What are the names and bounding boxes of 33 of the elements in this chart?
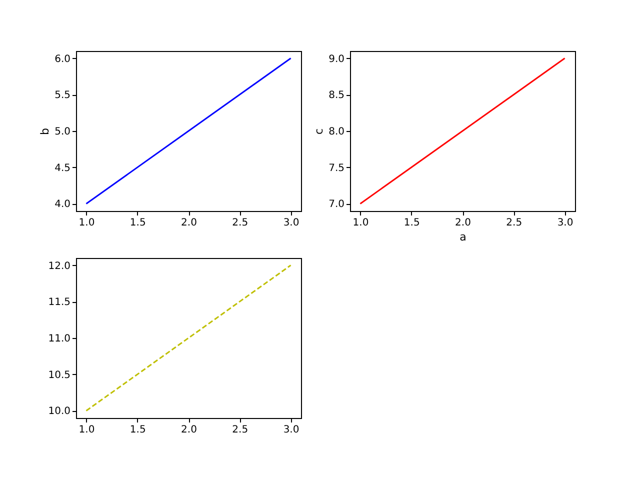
y-tick-label: 4.5 [54, 162, 70, 174]
y-tick-label: 11.0 [48, 334, 70, 344]
y-tick-label: 12.0 [48, 260, 70, 272]
y-tick-label: 5.0 [54, 126, 70, 138]
y-tick-label: 7.5 [328, 162, 344, 174]
x-axis-title: a [460, 230, 466, 244]
y-axis-title: b [38, 128, 52, 135]
x-tick-label: 2.5 [506, 218, 522, 228]
y-tick-label: 8.5 [328, 90, 344, 102]
x-tick-label: 3.0 [283, 218, 300, 228]
y-tick-label: 11.5 [48, 297, 70, 308]
x-tick-label: 1.0 [352, 218, 369, 228]
y-axis-title: c [312, 128, 326, 135]
x-tick-label: 2.5 [232, 424, 248, 436]
y-tick-label: 10.0 [48, 406, 70, 418]
x-tick-label: 1.5 [130, 424, 146, 436]
y-tick-label: 7.0 [328, 199, 344, 210]
y-tick-label: 5.5 [54, 90, 70, 102]
x-tick-label: 1.0 [78, 424, 95, 436]
y-tick-label: 4.0 [54, 199, 70, 210]
x-tick-label: 2.0 [181, 218, 197, 228]
x-tick-label: 2.0 [181, 424, 197, 436]
x-tick-label: 3.0 [557, 218, 574, 228]
x-tick-label: 2.5 [232, 218, 248, 228]
x-tick-label: 1.5 [404, 218, 420, 228]
x-tick-label: 1.0 [78, 218, 95, 228]
y-tick-label: 6.0 [54, 54, 70, 65]
y-tick-label: 8.0 [328, 126, 344, 138]
y-tick-label: 10.5 [48, 370, 70, 381]
x-tick-label: 3.0 [283, 424, 300, 436]
x-tick-label: 2.0 [455, 218, 471, 228]
x-tick-label: 1.5 [130, 218, 146, 228]
y-tick-label: 9.0 [328, 54, 344, 65]
